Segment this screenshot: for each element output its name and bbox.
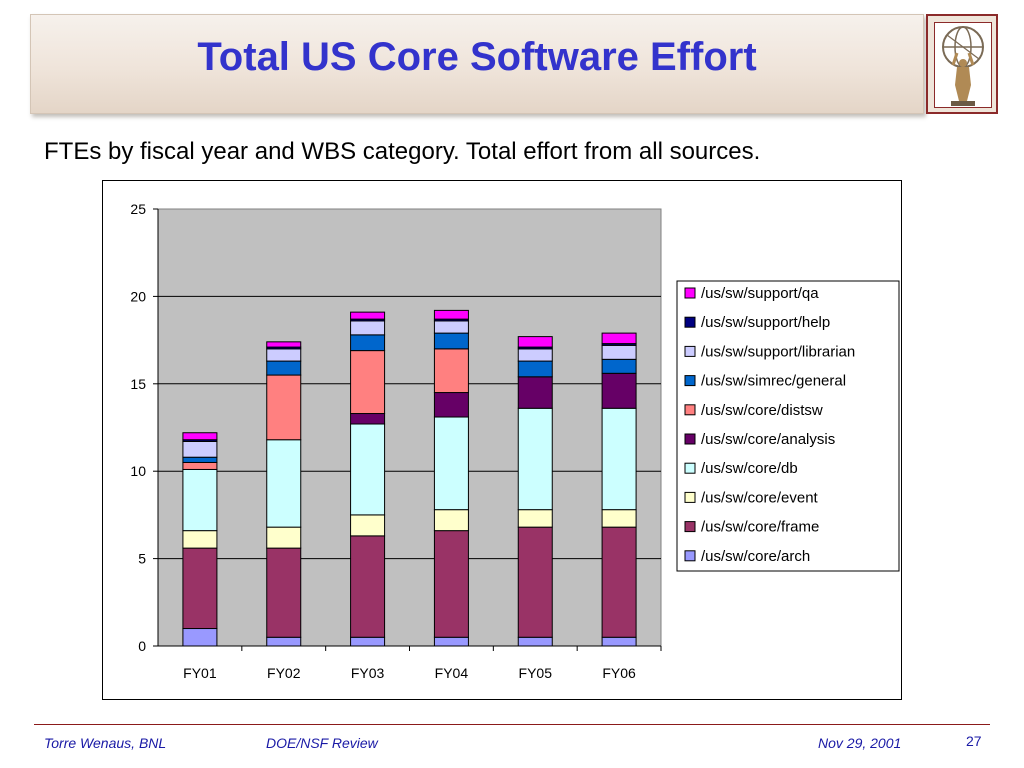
bar-segment [266, 547, 302, 638]
title-banner: Total US Core Software Effort [30, 14, 924, 114]
bar-segment [266, 348, 302, 362]
legend-label: /us/sw/support/help [701, 314, 830, 331]
legend-swatch [684, 375, 696, 387]
bar-segment [601, 526, 637, 638]
legend-swatch [684, 521, 696, 533]
bar-segment [433, 636, 469, 647]
bar-segment [350, 350, 386, 415]
bar-segment [517, 407, 553, 511]
bar-segment [601, 509, 637, 528]
legend-label: /us/sw/core/distsw [701, 402, 823, 419]
plot-area [157, 208, 662, 647]
bar-segment [517, 360, 553, 378]
legend-label: /us/sw/simrec/general [701, 373, 846, 390]
x-tick-label: FY04 [435, 665, 469, 681]
y-tick-label: 5 [138, 551, 146, 567]
slide-subtitle: FTEs by fiscal year and WBS category. To… [44, 138, 761, 165]
footer-date: Nov 29, 2001 [818, 735, 902, 751]
bar-segment [182, 530, 218, 549]
legend-swatch [684, 491, 696, 503]
y-tick-label: 15 [130, 376, 146, 392]
bar-segment [433, 509, 469, 532]
bar-segment [266, 360, 302, 376]
legend-label: /us/sw/support/librarian [701, 343, 855, 360]
chart-frame: 0 5 10 15 20 25 FY01 FY02 FY03 FY04 FY05 FY06/us/sw… [102, 180, 902, 700]
legend-swatch [684, 316, 696, 328]
bar-segment [601, 332, 637, 345]
x-tick-label: FY01 [183, 665, 217, 681]
y-tick-label: 20 [130, 288, 146, 304]
legend-label: /us/sw/core/event [701, 489, 819, 506]
legend-swatch [684, 550, 696, 562]
bar-segment [266, 439, 302, 528]
bar-segment [601, 636, 637, 647]
footer-event: DOE/NSF Review [266, 735, 378, 751]
legend-swatch [684, 345, 696, 357]
bar-segment [350, 334, 386, 352]
legend [676, 280, 900, 572]
bar-segment [433, 392, 469, 418]
bar-segment [433, 320, 469, 334]
bar-segment [433, 530, 469, 638]
footer-divider [34, 724, 990, 725]
bar-segment [350, 514, 386, 537]
legend-label: /us/sw/core/analysis [701, 431, 835, 448]
bar-segment [182, 456, 218, 463]
bar-segment [433, 348, 469, 394]
atlas-logo [926, 14, 998, 114]
bar-segment [182, 461, 218, 470]
x-tick-label: FY03 [351, 665, 385, 681]
y-tick-label: 0 [138, 638, 146, 654]
legend-label: /us/sw/core/frame [701, 519, 819, 536]
bar-segment [350, 636, 386, 647]
bar-segment [350, 423, 386, 516]
legend-swatch [684, 404, 696, 416]
bar-segment [266, 636, 302, 647]
bar-segment [350, 311, 386, 320]
bar-segment [433, 332, 469, 350]
bar-segment [350, 320, 386, 336]
bar-segment [517, 526, 553, 638]
bar-segment [517, 636, 553, 647]
bar-segment [182, 432, 218, 441]
bar-segment [601, 407, 637, 511]
legend-label: /us/sw/support/qa [701, 285, 819, 302]
legend-label: /us/sw/core/arch [701, 548, 810, 565]
y-tick-label: 10 [130, 463, 146, 479]
legend-swatch [684, 462, 696, 474]
bar-segment [517, 336, 553, 348]
legend-label: /us/sw/core/db [701, 460, 798, 477]
x-tick-label: FY02 [267, 665, 301, 681]
bar-segment [182, 440, 218, 458]
bar-segment [266, 341, 302, 348]
page-number: 27 [966, 733, 982, 749]
bar-segment [517, 348, 553, 362]
legend-swatch [684, 433, 696, 445]
bar-segment [601, 358, 637, 374]
x-tick-label: FY06 [602, 665, 636, 681]
bar-segment [182, 628, 218, 647]
bar-segment [601, 372, 637, 409]
bar-segment [266, 526, 302, 549]
bar-segment [433, 416, 469, 511]
footer-author: Torre Wenaus, BNL [44, 735, 167, 751]
slide-title: Total US Core Software Effort [197, 35, 757, 79]
bar-segment [350, 535, 386, 638]
stacked-bar-chart: 0 5 10 15 20 25 FY01 FY02 FY03 FY04 FY05 FY06/us/sw… [130, 201, 900, 681]
y-tick-label: 25 [130, 201, 146, 217]
legend-swatch [684, 287, 696, 299]
bar-segment [182, 547, 218, 630]
bar-segment [517, 376, 553, 409]
atlas-figure-icon [934, 22, 992, 108]
bar-segment [517, 509, 553, 528]
bar-segment [433, 309, 469, 320]
bar-segment [266, 374, 302, 441]
bar-segment [350, 413, 386, 425]
x-tick-label: FY05 [519, 665, 553, 681]
bar-segment [182, 468, 218, 532]
bar-segment [601, 344, 637, 360]
